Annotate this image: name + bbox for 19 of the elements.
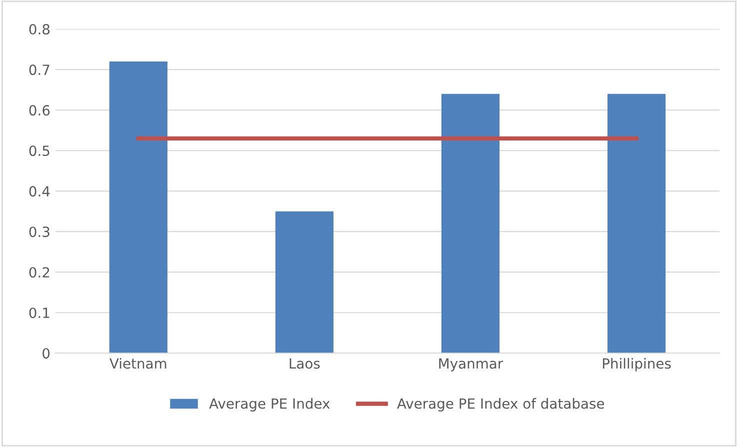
x-tick-label: Phillipines	[602, 358, 671, 372]
x-tick-label: Myanmar	[439, 358, 504, 372]
y-tick-label: 0.1	[29, 308, 50, 318]
bar	[441, 94, 500, 354]
y-tick-label: 0.8	[29, 24, 50, 35]
legend-label: Average PE Index of database	[397, 398, 604, 412]
legend-label: Average PE Index	[209, 398, 330, 412]
y-tick-label: 0.3	[29, 226, 50, 238]
bar	[109, 61, 168, 354]
y-tick-label: 0.2	[29, 267, 50, 278]
y-tick-label: 0.6	[29, 105, 50, 116]
y-tick-label: 0.5	[29, 146, 50, 156]
x-tick-label: Laos	[290, 358, 320, 369]
x-tick-label: Vietnam	[110, 358, 166, 369]
bar	[607, 94, 666, 354]
y-tick-label: 0.7	[29, 64, 50, 76]
y-tick-label: 0	[42, 348, 50, 359]
y-tick-label: 0.4	[29, 186, 50, 197]
bar	[275, 211, 334, 354]
